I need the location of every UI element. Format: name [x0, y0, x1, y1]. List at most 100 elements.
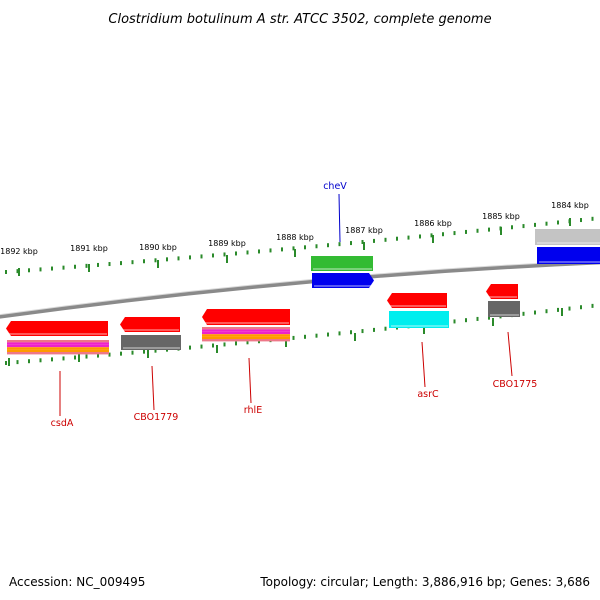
outer-minor-tick	[235, 251, 237, 256]
genome-backbone-highlight	[0, 259, 600, 316]
chev-cog-block-shade	[314, 285, 373, 287]
outer-minor-tick	[212, 253, 214, 258]
tick-label: 1888 kbp	[276, 233, 314, 242]
gene-label: CBO1775	[493, 379, 538, 390]
inner-minor-tick	[131, 350, 134, 355]
outer-minor-tick	[143, 259, 145, 264]
outer-gene-block-shade	[537, 242, 600, 244]
outer-minor-tick	[488, 227, 490, 232]
inner-minor-tick	[315, 333, 318, 338]
outer-minor-tick	[16, 269, 19, 274]
outer-minor-tick	[534, 222, 536, 227]
asrc-gene-block	[387, 293, 447, 308]
outer-minor-tick	[430, 233, 433, 238]
outer-minor-tick	[327, 243, 329, 248]
inner-minor-tick	[292, 335, 295, 340]
inner-minor-tick	[212, 343, 214, 348]
inner-major-tick	[561, 308, 563, 316]
inner-minor-tick	[85, 354, 88, 359]
inner-minor-tick	[97, 353, 99, 358]
outer-minor-tick	[476, 228, 479, 233]
inner-minor-tick	[200, 344, 203, 349]
map-title: Clostridium botulinum A str. ATCC 3502, …	[108, 12, 491, 27]
rhle-gene-block-shade	[204, 322, 289, 324]
inner-major-tick	[423, 326, 425, 334]
tick-label: 1885 kbp	[482, 212, 520, 221]
outer-minor-tick	[396, 236, 398, 241]
tick-label: 1892 kbp	[0, 247, 38, 256]
inner-minor-tick	[465, 318, 467, 323]
inner-minor-tick	[373, 327, 375, 332]
rhle-cog-stripes	[202, 329, 290, 332]
outer-minor-tick	[304, 245, 306, 250]
inner-minor-tick	[16, 360, 19, 365]
cbo1775-cog-block-shade	[490, 314, 519, 316]
gene-labels: cheV csdA CBO1779 rhlE asrC CBO1775	[51, 181, 538, 429]
gene-label: CBO1779	[134, 412, 179, 423]
outer-minor-tick	[97, 262, 99, 267]
outer-minor-tick	[350, 241, 352, 246]
inner-major-tick	[216, 345, 218, 353]
outer-minor-tick	[407, 235, 410, 240]
tick-label: 1891 kbp	[70, 244, 108, 253]
inner-minor-tick	[28, 359, 30, 364]
rhle-cog-stripes	[202, 334, 290, 337]
inner-minor-tick	[74, 355, 76, 360]
outer-minor-tick	[177, 256, 180, 261]
outer-cog-block	[537, 247, 600, 264]
outer-minor-tick	[580, 218, 582, 223]
outer-minor-tick	[522, 224, 525, 229]
scale-labels: 1892 kbp 1891 kbp 1890 kbp 1889 kbp 1888 kbp…	[0, 201, 589, 256]
outer-minor-tick	[373, 238, 375, 243]
inner-minor-tick	[39, 358, 42, 363]
gene-label: cheV	[323, 181, 347, 192]
inner-minor-tick	[120, 351, 122, 356]
csda-cog-stripes	[7, 344, 109, 348]
csda-cog-stripes	[7, 342, 109, 345]
outer-minor-tick	[166, 257, 168, 262]
inner-major-tick	[8, 358, 10, 366]
outer-minor-tick	[223, 252, 226, 257]
major-tick	[88, 264, 90, 272]
outer-minor-tick	[189, 255, 191, 260]
gene-label: asrC	[417, 389, 439, 400]
outer-minor-tick	[85, 263, 88, 268]
major-tick	[157, 260, 159, 268]
outer-minor-tick	[246, 250, 249, 255]
outer-minor-tick	[39, 267, 42, 272]
chev-gene-block	[311, 256, 373, 271]
inner-minor-tick	[350, 330, 352, 335]
chev-cog-block	[312, 273, 374, 288]
csda-gene-block-shade	[8, 333, 107, 335]
major-tick	[569, 218, 571, 226]
inner-minor-tick	[143, 349, 145, 354]
csda-cog-stripes	[7, 347, 109, 350]
outer-minor-tick	[5, 270, 7, 274]
outer-minor-tick	[292, 246, 295, 251]
outer-minor-tick	[384, 237, 387, 242]
inner-major-tick	[285, 339, 287, 347]
major-tick	[500, 227, 502, 235]
outer-minor-tick	[591, 216, 594, 221]
rhle-cog-stripes	[202, 331, 290, 335]
inner-minor-tick	[384, 326, 387, 331]
cbo1775-gene-block	[486, 284, 518, 299]
rhle-cog-stripes	[202, 336, 290, 339]
cbo1779-cog-block-shade	[123, 347, 180, 349]
gene-label: csdA	[51, 418, 74, 429]
gene-label: rhlE	[244, 405, 262, 416]
major-tick	[363, 242, 365, 250]
inner-minor-tick	[246, 340, 249, 345]
major-tick	[18, 268, 20, 276]
outer-minor-tick	[281, 247, 283, 252]
rhle-cog-stripes	[202, 327, 290, 330]
inner-major-tick	[492, 318, 494, 326]
major-tick	[294, 249, 296, 257]
inner-major-tick	[78, 354, 80, 362]
outer-minor-tick	[200, 254, 203, 259]
major-tick	[226, 255, 228, 263]
cbo1779-gene-block	[120, 317, 180, 332]
inner-major-tick	[354, 333, 356, 341]
inner-minor-tick	[453, 319, 456, 324]
